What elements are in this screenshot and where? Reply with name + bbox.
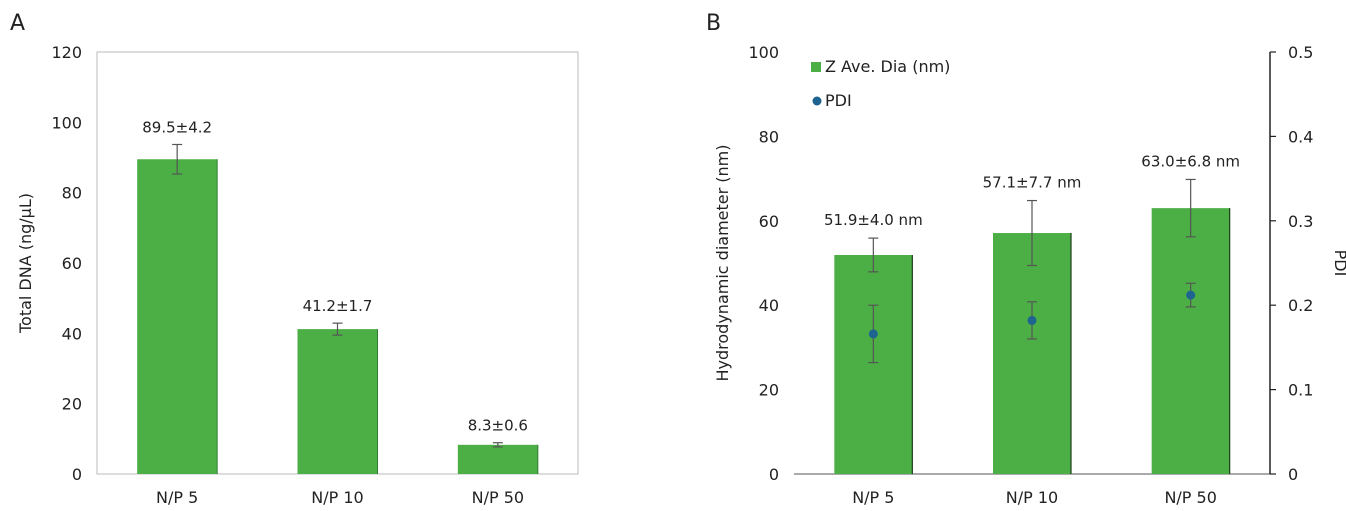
panel-b-y-tick-label: 80 (759, 127, 779, 146)
panel-b-y2-tick-label: 0 (1288, 465, 1298, 484)
panel-b-y-tick-label: 0 (769, 465, 779, 484)
panel-b-bar-error-bar (1027, 199, 1037, 267)
panel-b-data-label: 63.0±6.8 nm (1141, 152, 1240, 170)
panel-b-bar (834, 254, 913, 474)
panel-a-x-ticks: N/P 5 N/P 10 N/P 50 (156, 488, 524, 507)
panel-a-error-bar (492, 442, 503, 448)
panel-b-y-tick-label: 100 (748, 43, 779, 62)
panel-b-data-label: 51.9±4.0 nm (824, 211, 923, 229)
panel-b: B Hydrodynamic diameter (nm) PDI 0 20 40 60… (706, 11, 1346, 507)
panel-b-pdi-point (1027, 315, 1037, 325)
panel-a-bars (137, 159, 539, 474)
panel-b-y2-tick-label: 0.3 (1288, 212, 1313, 231)
legend-pdi-swatch (812, 96, 822, 106)
panel-a-y-tick-label: 120 (51, 43, 82, 62)
panel-a-error-bar (332, 322, 343, 336)
panel-b-x-tick-label: N/P 5 (852, 488, 894, 507)
panel-a-data-labels: 89.5±4.2 41.2±1.7 8.3±0.6 (142, 118, 528, 434)
panel-b-y-axis-title: Hydrodynamic diameter (nm) (713, 145, 732, 382)
panel-a-bar (297, 329, 378, 474)
panel-b-y-ticks: 0 20 40 60 80 100 (748, 43, 779, 484)
panel-b-data-label: 57.1±7.7 nm (983, 174, 1082, 192)
panel-b-y-tick-label: 40 (759, 296, 779, 315)
panel-a-y-tick-label: 0 (72, 465, 82, 484)
panel-a-x-tick-label: N/P 10 (311, 488, 363, 507)
panel-b-y-tick-label: 60 (759, 212, 779, 231)
panel-a: A Total DNA (ng/μL) 0 20 40 60 80 100 120 89.5… (10, 11, 579, 507)
panel-a-y-ticks: 0 20 40 60 80 100 120 (51, 43, 82, 484)
panel-a-y-tick-label: 80 (62, 184, 82, 203)
panel-b-y2-tick-label: 0.5 (1288, 43, 1313, 62)
panel-b-pdi-points (868, 282, 1196, 364)
panel-b-y-tick-label: 20 (759, 381, 779, 400)
panel-a-label: A (10, 11, 25, 36)
panel-b-bar (993, 233, 1071, 474)
panel-b-x-ticks: N/P 5 N/P 10 N/P 50 (852, 488, 1217, 507)
panel-b-legend: Z Ave. Dia (nm) PDI (811, 57, 950, 110)
panel-b-y2-tick-label: 0.4 (1288, 127, 1313, 146)
panel-a-y-tick-label: 100 (51, 113, 82, 132)
panel-b-pdi-point (1186, 290, 1196, 300)
legend-bar-label: Z Ave. Dia (nm) (825, 57, 950, 76)
panel-a-data-label: 8.3±0.6 (468, 417, 528, 435)
panel-a-data-label: 89.5±4.2 (142, 118, 212, 136)
panel-a-data-label: 41.2±1.7 (303, 297, 373, 315)
panel-a-error-bar (172, 143, 183, 175)
panel-b-bar-error-bars (868, 178, 1196, 273)
panel-a-y-tick-label: 20 (62, 395, 82, 414)
panel-a-y-axis-title: Total DNA (ng/μL) (16, 193, 35, 334)
panel-a-y-tick-label: 40 (62, 324, 82, 343)
panel-b-x-tick-label: N/P 50 (1164, 488, 1216, 507)
panel-b-y2-tick-label: 0.2 (1288, 296, 1313, 315)
panel-b-data-labels: 51.9±4.0 nm 57.1±7.7 nm 63.0±6.8 nm (824, 152, 1240, 229)
panel-b-y2-ticks: 0 0.1 0.2 0.3 0.4 0.5 (1270, 43, 1313, 484)
panel-b-y2-axis-title: PDI (1331, 250, 1346, 277)
panel-b-label: B (706, 11, 721, 36)
panel-b-y2-tick-label: 0.1 (1288, 381, 1313, 400)
panel-b-bar-error-bar (1185, 178, 1196, 238)
panel-a-x-tick-label: N/P 50 (472, 488, 524, 507)
panel-a-bar (137, 159, 218, 474)
panel-b-x-tick-label: N/P 10 (1006, 488, 1058, 507)
panel-a-error-bars (172, 143, 503, 448)
panel-a-x-tick-label: N/P 5 (156, 488, 198, 507)
legend-pdi-label: PDI (825, 91, 852, 110)
panel-b-bars (834, 208, 1231, 474)
panel-a-y-tick-label: 60 (62, 254, 82, 273)
panel-b-bar-error-bar (868, 237, 879, 273)
legend-bar-swatch (811, 62, 821, 72)
panel-a-bar (457, 444, 538, 474)
panel-b-pdi-point (868, 329, 878, 339)
panel-b-bar (1151, 208, 1230, 474)
